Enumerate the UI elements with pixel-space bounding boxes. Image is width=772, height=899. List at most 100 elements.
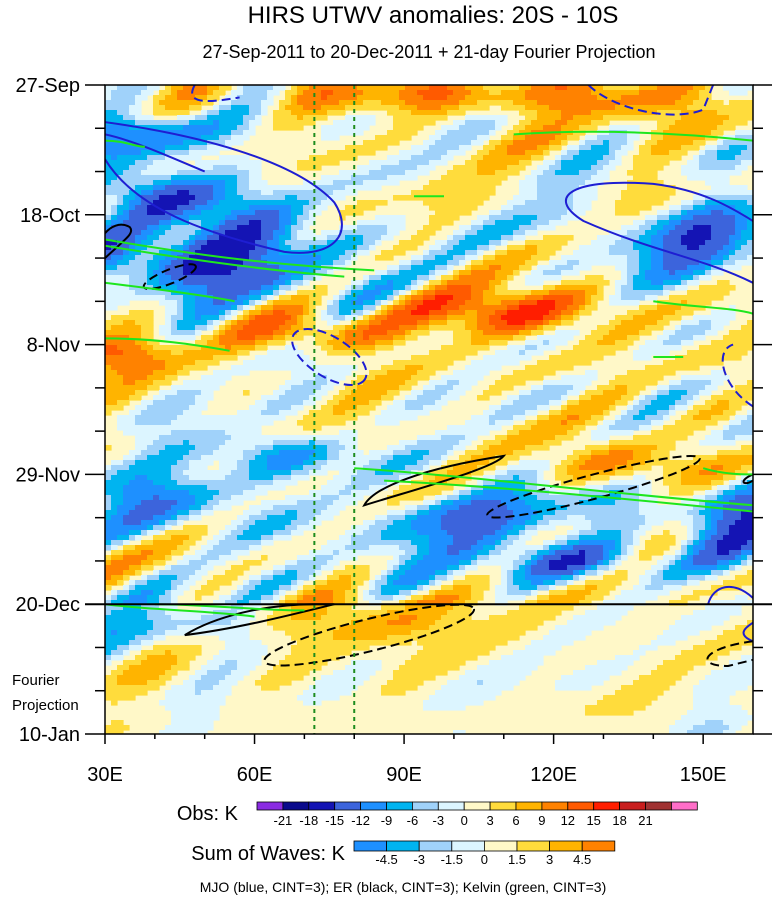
field-cell [279,290,286,296]
field-cell [387,405,406,411]
field-cell [471,560,478,566]
field-cell [471,335,514,341]
field-cell [267,300,274,306]
field-cell [195,195,214,201]
field-cell [171,710,220,716]
field-cell [375,215,406,221]
field-cell [207,115,244,121]
field-cell [537,100,676,106]
field-cell [255,115,262,121]
field-cell [429,205,478,211]
field-cell [741,245,753,251]
field-cell [105,500,112,506]
field-cell [285,195,298,201]
field-cell [375,420,400,426]
field-cell [483,680,520,686]
field-cell [261,290,274,296]
field-cell [627,385,646,391]
er-negative-contour [706,640,753,668]
field-cell [663,245,688,251]
field-cell [453,580,490,586]
field-cell [381,585,418,591]
field-cell [489,445,526,451]
field-cell [711,405,730,411]
field-cell [735,130,753,136]
field-cell [225,300,244,306]
field-cell [435,210,472,216]
field-cell [693,155,700,161]
field-cell [339,625,430,631]
field-cell [447,575,454,581]
field-cell [123,170,142,176]
field-cell [321,465,364,471]
field-cell [369,160,400,166]
field-cell [105,300,130,306]
field-cell [153,285,178,291]
field-cell [459,380,478,386]
field-cell [717,490,724,496]
field-cell [519,225,538,231]
field-cell [177,415,286,421]
field-cell [123,350,148,356]
field-cell [639,235,652,241]
field-cell [693,525,706,531]
field-cell [165,265,184,271]
field-cell [741,465,753,471]
field-cell [693,545,706,551]
field-cell [615,205,652,211]
field-cell [687,410,700,416]
field-cell [321,255,340,261]
field-cell [729,100,753,106]
field-cell [339,295,346,301]
colorbar-swatch [581,840,616,852]
field-cell [219,325,226,331]
field-cell [591,240,616,246]
field-cell [645,395,658,401]
field-cell [687,510,700,516]
field-cell [273,285,280,291]
field-cell [231,595,244,601]
field-cell [147,405,190,411]
field-cell [651,535,676,541]
field-cell [261,230,274,236]
field-cell [531,560,538,566]
field-cell [465,85,484,91]
field-cell [309,575,316,581]
field-cell [213,355,238,361]
field-cell [657,635,688,641]
field-cell [717,540,748,546]
field-cell [585,370,598,376]
field-cell [609,440,676,446]
field-cell [561,125,580,131]
field-cell [237,215,280,221]
field-cell [213,120,220,126]
field-cell [189,450,214,456]
field-cell [465,300,484,306]
field-cell [591,330,610,336]
field-cell [117,260,130,266]
field-cell [405,100,460,106]
field-cell [513,125,526,131]
field-cell [717,110,753,116]
field-cell [105,610,112,616]
field-cell [291,370,352,376]
field-cell [549,545,562,551]
field-cell [639,345,682,351]
field-cell [537,405,550,411]
field-cell [651,420,664,426]
field-cell [639,510,688,516]
field-cell [687,530,694,536]
field-cell [447,170,478,176]
field-cell [315,585,352,591]
colorbar-label: -3 [413,852,425,867]
field-cell [735,435,753,441]
field-cell [165,360,196,366]
field-cell [675,120,724,126]
field-cell [471,295,484,301]
projection-label-line1: Fourier [12,672,60,689]
field-cell [135,635,154,641]
field-cell [621,395,634,401]
field-cell [447,85,466,91]
field-cell [399,270,430,276]
field-cell [495,145,508,151]
